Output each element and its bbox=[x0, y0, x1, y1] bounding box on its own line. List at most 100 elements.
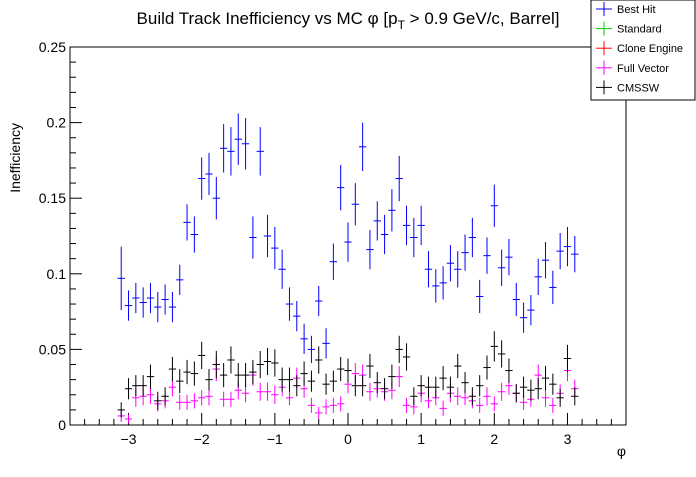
data-point-best-hit bbox=[512, 282, 520, 317]
legend-label: Best Hit bbox=[617, 4, 656, 16]
data-point-best-hit bbox=[388, 189, 396, 232]
data-point-best-hit bbox=[161, 284, 169, 315]
data-point-best-hit bbox=[278, 249, 286, 289]
data-point-cmssw bbox=[124, 378, 133, 400]
data-point-best-hit bbox=[293, 301, 301, 332]
data-point-cmssw bbox=[307, 370, 316, 392]
chart-title-rest: > 0.9 GeV/c, Barrel] bbox=[405, 9, 560, 28]
data-point-full-vector bbox=[483, 387, 491, 406]
data-point-full-vector bbox=[454, 387, 462, 406]
data-point-best-hit bbox=[432, 269, 440, 303]
data-point-best-hit bbox=[300, 323, 308, 354]
data-point-cmssw bbox=[512, 384, 520, 403]
data-point-cmssw bbox=[351, 375, 359, 397]
x-tick-label: −2 bbox=[194, 431, 210, 447]
chart-title-subscript: T bbox=[398, 18, 406, 32]
data-point-best-hit bbox=[446, 245, 455, 282]
data-point-full-vector bbox=[395, 366, 403, 388]
data-point-best-hit bbox=[461, 234, 469, 271]
data-point-cmssw bbox=[263, 347, 272, 376]
data-point-best-hit bbox=[395, 155, 403, 202]
data-point-cmssw bbox=[212, 350, 220, 379]
data-point-full-vector bbox=[198, 390, 206, 406]
data-point-full-vector bbox=[490, 396, 498, 412]
data-point-best-hit bbox=[519, 302, 528, 333]
chart-title-main: Build Track Inefficiency vs MC φ [p bbox=[137, 9, 398, 28]
data-point-best-hit bbox=[198, 157, 206, 200]
data-point-cmssw bbox=[315, 346, 323, 374]
chart-title: Build Track Inefficiency vs MC φ [pT > 0… bbox=[137, 9, 560, 32]
data-point-best-hit bbox=[417, 205, 425, 246]
data-point-cmssw bbox=[483, 355, 491, 380]
data-point-best-hit bbox=[454, 251, 462, 288]
data-point-best-hit bbox=[285, 287, 294, 321]
data-point-cmssw bbox=[388, 364, 396, 389]
data-point-cmssw bbox=[154, 391, 162, 410]
data-point-cmssw bbox=[219, 363, 228, 388]
data-point-full-vector bbox=[322, 399, 330, 415]
data-point-best-hit bbox=[571, 236, 579, 273]
data-point-best-hit bbox=[212, 177, 220, 220]
data-point-cmssw bbox=[519, 376, 528, 398]
data-point-best-hit bbox=[380, 214, 389, 255]
data-point-full-vector bbox=[497, 382, 506, 401]
data-point-best-hit bbox=[241, 118, 250, 170]
data-point-best-hit bbox=[271, 226, 279, 270]
data-point-best-hit bbox=[351, 183, 359, 226]
data-point-cmssw bbox=[234, 363, 242, 388]
data-point-best-hit bbox=[534, 258, 542, 295]
data-point-best-hit bbox=[483, 237, 491, 274]
legend-entry: CMSSW bbox=[596, 80, 660, 95]
y-tick-label: 0.25 bbox=[39, 39, 66, 55]
data-point-cmssw bbox=[271, 349, 279, 377]
y-tick-label: 0.15 bbox=[39, 190, 66, 206]
data-point-best-hit bbox=[219, 124, 228, 173]
legend-entry: Clone Engine bbox=[596, 41, 683, 56]
data-point-best-hit bbox=[315, 285, 323, 317]
data-point-full-vector bbox=[329, 397, 338, 413]
data-point-full-vector bbox=[402, 397, 411, 413]
data-point-cmssw bbox=[358, 375, 367, 397]
x-axis-label: φ bbox=[617, 443, 626, 459]
data-point-full-vector bbox=[190, 393, 199, 409]
data-point-best-hit bbox=[249, 216, 257, 259]
data-point-cmssw bbox=[329, 370, 338, 392]
data-point-full-vector bbox=[263, 382, 272, 401]
data-point-best-hit bbox=[146, 282, 155, 314]
data-point-best-hit bbox=[322, 328, 330, 359]
data-point-cmssw bbox=[300, 361, 308, 386]
data-point-cmssw bbox=[556, 388, 564, 407]
data-point-best-hit bbox=[154, 291, 162, 323]
data-point-full-vector bbox=[256, 382, 264, 401]
data-point-full-vector bbox=[227, 391, 235, 407]
data-point-cmssw bbox=[366, 353, 374, 379]
data-point-cmssw bbox=[205, 369, 213, 391]
data-point-cmssw bbox=[278, 367, 286, 392]
data-point-cmssw bbox=[241, 363, 250, 388]
data-point-cmssw bbox=[402, 343, 411, 371]
legend-label: Full Vector bbox=[617, 63, 669, 75]
data-point-best-hit bbox=[307, 335, 316, 364]
data-point-cmssw bbox=[344, 358, 352, 383]
data-point-best-hit bbox=[402, 205, 411, 246]
data-point-best-hit bbox=[132, 282, 140, 314]
data-point-cmssw bbox=[424, 376, 433, 398]
data-point-full-vector bbox=[307, 397, 316, 413]
data-point-cmssw bbox=[541, 366, 550, 391]
data-point-best-hit bbox=[476, 279, 484, 314]
data-point-full-vector bbox=[183, 394, 191, 410]
data-point-cmssw bbox=[527, 379, 535, 401]
data-point-cmssw bbox=[461, 372, 469, 394]
data-point-cmssw bbox=[468, 387, 477, 406]
data-point-full-vector bbox=[285, 390, 294, 406]
data-point-best-hit bbox=[541, 242, 550, 279]
data-point-best-hit bbox=[227, 127, 235, 176]
data-point-full-vector bbox=[219, 391, 228, 407]
data-point-cmssw bbox=[161, 387, 169, 406]
legend-box bbox=[590, 0, 696, 101]
data-point-best-hit bbox=[527, 294, 535, 326]
data-point-cmssw bbox=[183, 359, 191, 385]
legend-entry: Best Hit bbox=[596, 2, 656, 16]
